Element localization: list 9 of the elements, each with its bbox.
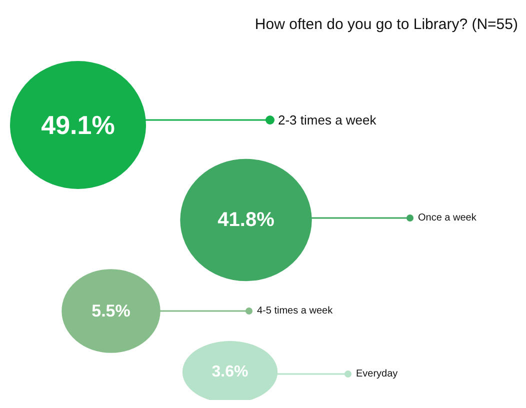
text: How often do you go to Library? (N=55) (254, 16, 518, 33)
data-label: 41.8% (218, 209, 275, 231)
category-label: 2-3 times a week (278, 112, 377, 128)
data-label: 5.5% (92, 302, 130, 320)
category-label: 4-5 times a week (257, 306, 334, 316)
data-label: 3.6% (212, 364, 248, 380)
category-label: Everyday (356, 368, 398, 380)
category-label: Once a week (418, 212, 478, 224)
data-label: 49.1% (41, 110, 115, 140)
